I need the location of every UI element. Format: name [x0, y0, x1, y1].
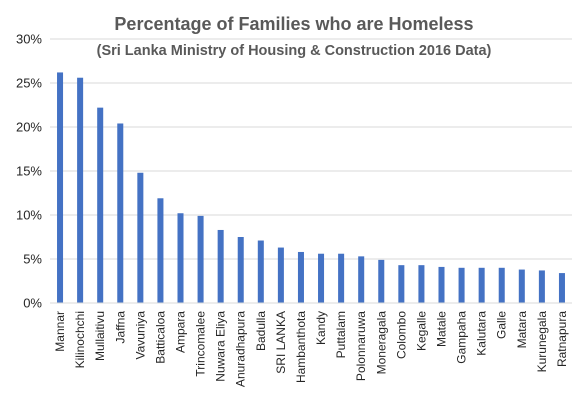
bar-trincomalee — [197, 215, 204, 303]
bar-gampaha — [458, 267, 465, 303]
bar-jaffna — [117, 123, 124, 303]
y-axis-ticks: 0% 5% 10% 15% 20% 25% 30% — [16, 32, 42, 311]
bar-hambanthota — [297, 251, 304, 303]
bar-polonnaruwa — [358, 256, 365, 303]
bars — [57, 72, 565, 303]
bar-kilinochchi — [77, 77, 84, 303]
bar-colombo — [398, 265, 405, 303]
bar-ampara — [177, 213, 184, 303]
x-tick-label: Kilinochchi — [73, 311, 87, 368]
x-tick-label: Vavuniya — [133, 311, 147, 360]
x-tick-label: Kalutara — [475, 311, 489, 356]
y-tick-label: 30% — [16, 32, 42, 47]
bar-kandy — [318, 253, 325, 303]
x-tick-label: Gampaha — [455, 311, 469, 364]
y-tick-label: 0% — [23, 296, 42, 311]
bar-nuwara-eliya — [217, 229, 224, 303]
x-tick-label: Moneragala — [374, 311, 388, 375]
x-tick-label: Colombo — [394, 311, 408, 359]
bar-batticaloa — [157, 198, 164, 303]
x-tick-label: SRI LANKA — [274, 311, 288, 374]
x-tick-label: Puttalam — [334, 311, 348, 358]
bar-vavuniya — [137, 172, 144, 303]
x-tick-label: Batticaloa — [153, 311, 167, 364]
x-tick-label: Mannar — [53, 311, 67, 352]
y-tick-label: 15% — [16, 164, 42, 179]
gridlines — [50, 38, 572, 260]
bar-mullaitivu — [97, 107, 104, 303]
x-tick-label: Kurunegala — [535, 311, 549, 373]
x-tick-label: Mullaitivu — [93, 311, 107, 361]
x-tick-label: Galle — [495, 311, 509, 339]
x-tick-label: Ampara — [174, 311, 188, 353]
x-tick-label: Anuradhapura — [234, 311, 248, 387]
x-tick-label: Ratnapura — [555, 311, 569, 367]
bar-mannar — [57, 72, 64, 303]
x-tick-label: Matara — [515, 311, 529, 349]
bar-matale — [438, 266, 445, 303]
chart-title: Percentage of Families who are Homeless — [114, 14, 473, 34]
bar-moneragala — [378, 259, 385, 303]
x-tick-label: Matale — [435, 311, 449, 347]
bar-puttalam — [338, 253, 345, 303]
y-tick-label: 10% — [16, 208, 42, 223]
bar-kalutara — [478, 267, 485, 303]
x-tick-label: Jaffna — [113, 311, 127, 344]
chart-subtitle: (Sri Lanka Ministry of Housing & Constru… — [97, 43, 492, 59]
bar-kegalle — [418, 265, 425, 303]
x-tick-label: Polonnaruwa — [354, 311, 368, 381]
x-tick-label: Badulla — [254, 311, 268, 351]
y-tick-label: 5% — [23, 252, 42, 267]
bar-galle — [498, 267, 505, 303]
y-tick-label: 20% — [16, 120, 42, 135]
bar-kurunegala — [538, 270, 545, 303]
x-tick-label: Kegalle — [414, 311, 428, 351]
bar-badulla — [257, 240, 264, 303]
x-tick-label: Nuwara Eliya — [214, 311, 228, 382]
x-tick-label: Hambanthota — [294, 311, 308, 383]
x-tick-label: Kandy — [314, 311, 328, 345]
bar-ratnapura — [558, 273, 565, 303]
bar-matara — [518, 269, 525, 303]
y-tick-label: 25% — [16, 76, 42, 91]
bar-anuradhapura — [237, 237, 244, 303]
bar-sri-lanka — [277, 247, 284, 303]
x-axis-ticks: Mannar Kilinochchi Mullaitivu Jaffna Vavuniy… — [53, 311, 569, 387]
x-tick-label: Trincomalee — [194, 311, 208, 377]
